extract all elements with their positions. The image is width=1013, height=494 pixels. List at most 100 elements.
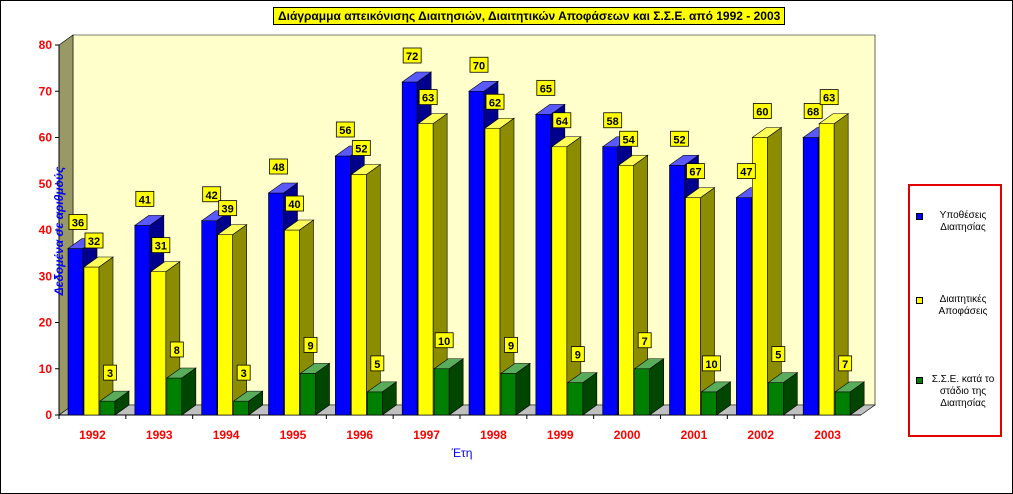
data-label-1999-series-2: 64 <box>552 112 572 129</box>
y-tick-label: 40 <box>39 223 53 237</box>
data-label-text: 47 <box>740 167 752 179</box>
bar-1996-series-2 <box>350 163 382 416</box>
bar-side <box>366 163 381 416</box>
bar-front <box>634 368 650 416</box>
x-tick-label: 1992 <box>79 428 106 442</box>
x-axis-title: Έτη <box>451 446 473 460</box>
bar-front <box>417 123 434 416</box>
data-label-1992-series-2: 32 <box>84 232 104 249</box>
data-label-text: 52 <box>673 134 685 146</box>
data-label-2001-series-2: 67 <box>686 163 705 180</box>
bar-top <box>433 358 465 370</box>
legend-label: Σ.Σ.Ε. κατά το στάδιο της Διαιτησίας <box>931 374 995 409</box>
data-label-2000-series-1: 58 <box>603 112 623 129</box>
data-label-1994-series-3: 3 <box>236 364 251 381</box>
bar-top <box>83 256 114 268</box>
data-label-1994-series-1: 42 <box>202 186 222 203</box>
bar-top <box>484 117 515 129</box>
bar-1995-series-3 <box>299 362 331 416</box>
bar-top <box>366 381 398 393</box>
y-axis-title: Δεδομένα σε αριθμούς <box>52 166 66 296</box>
bar-front <box>99 400 116 416</box>
data-label-box <box>418 89 438 106</box>
bar-top <box>99 390 130 402</box>
data-label-2000-series-2: 54 <box>619 130 639 147</box>
data-label-1996-series-2: 52 <box>351 140 371 156</box>
data-label-1996-series-3: 5 <box>370 355 385 372</box>
data-label-2002-series-2: 60 <box>752 103 772 119</box>
bar-top <box>468 80 499 92</box>
x-tick-label: 1996 <box>346 428 373 442</box>
y-tick-label: 20 <box>39 316 53 330</box>
data-label-text: 48 <box>272 162 284 174</box>
bar-1994-series-3 <box>232 390 264 416</box>
data-label-box <box>135 190 155 207</box>
x-tick-label: 1998 <box>480 428 507 442</box>
bar-front <box>535 114 552 416</box>
data-label-text: 32 <box>88 236 100 248</box>
data-label-box <box>485 93 505 110</box>
bar-front <box>752 137 768 416</box>
data-label-1993-series-1: 41 <box>135 190 155 207</box>
data-label-text: 3 <box>241 368 247 380</box>
bar-front <box>335 155 351 416</box>
chart-plot: 0 10 20 30 40 50 60 70 80 1992 1993 1994 1995 1996 199… <box>39 34 876 460</box>
bar-front <box>736 197 752 416</box>
x-tick-label: 2001 <box>681 428 708 442</box>
y-tick-label: 60 <box>39 131 53 145</box>
bar-1992-series-3 <box>99 390 130 416</box>
bar-top <box>417 113 449 124</box>
bar-front <box>83 266 100 416</box>
bar-front <box>669 164 685 416</box>
data-label-text: 62 <box>489 97 501 109</box>
data-label-text: 3 <box>107 368 113 380</box>
data-label-box <box>370 355 385 372</box>
x-tick-label: 1994 <box>213 428 240 442</box>
bar-front <box>217 234 233 416</box>
bar-front <box>134 225 151 416</box>
bar-1996-series-3 <box>366 381 398 416</box>
bar-top <box>767 372 799 383</box>
bar-1999-series-2 <box>550 136 582 416</box>
bar-front <box>351 174 367 416</box>
bar-front <box>150 271 167 416</box>
data-label-box <box>351 140 371 156</box>
bar-side <box>767 126 782 416</box>
data-label-2001-series-3: 10 <box>702 355 721 372</box>
bar-top <box>566 372 598 383</box>
data-label-2000-series-3: 7 <box>637 332 652 349</box>
data-label-text: 58 <box>607 116 619 128</box>
bar-front <box>685 197 701 416</box>
data-label-box <box>736 163 756 180</box>
data-label-text: 9 <box>508 340 514 352</box>
data-label-1993-series-2: 31 <box>151 237 171 254</box>
data-label-box <box>285 195 304 212</box>
data-label-1992-series-1: 36 <box>68 214 88 230</box>
data-label-text: 7 <box>842 359 848 371</box>
bar-top <box>700 381 732 393</box>
data-label-2003-series-2: 63 <box>819 89 839 106</box>
bar-top <box>133 215 165 226</box>
x-tick-label: 1999 <box>547 428 574 442</box>
legend-swatch-green <box>916 377 923 384</box>
data-label-1998-series-1: 70 <box>469 56 489 73</box>
legend-swatch-blue <box>916 213 923 220</box>
bar-front <box>401 81 418 416</box>
data-label-1997-series-3: 10 <box>434 332 454 349</box>
bar-top <box>165 367 197 379</box>
data-label-box <box>619 130 639 147</box>
data-label-box <box>469 56 489 73</box>
bar-top <box>668 154 700 166</box>
data-label-box <box>570 346 585 363</box>
data-label-1998-series-3: 9 <box>504 336 518 353</box>
data-label-box <box>803 103 823 119</box>
data-label-2003-series-3: 7 <box>838 355 853 372</box>
data-label-text: 72 <box>406 51 418 63</box>
data-label-text: 54 <box>623 134 636 146</box>
data-label-text: 40 <box>288 199 300 211</box>
data-label-text: 10 <box>438 336 450 348</box>
bar-top <box>617 154 649 166</box>
y-tick-label: 70 <box>39 84 53 98</box>
bar-top <box>834 381 866 393</box>
